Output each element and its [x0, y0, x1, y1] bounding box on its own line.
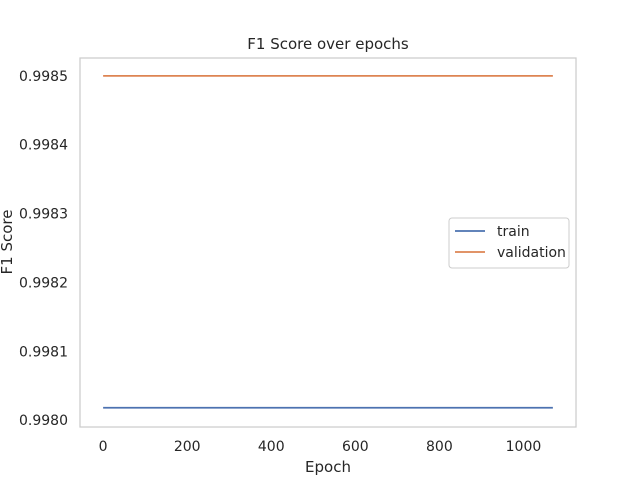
- plot-lines: [103, 75, 553, 409]
- y-tick-label: 0.9982: [19, 275, 68, 291]
- legend-label-validation: validation: [497, 245, 566, 261]
- x-tick-label: 600: [342, 439, 369, 455]
- y-axis-label: F1 Score: [0, 210, 16, 275]
- x-tick-label: 0: [99, 439, 108, 455]
- y-tick-label: 0.9985: [19, 69, 68, 85]
- legend: train validation: [448, 217, 570, 269]
- y-tick-label: 0.9980: [19, 413, 68, 429]
- x-axis-label: Epoch: [305, 458, 351, 476]
- x-tick-label: 400: [258, 439, 285, 455]
- x-tick-label: 200: [174, 439, 201, 455]
- y-tick-label: 0.9981: [19, 344, 68, 360]
- x-tick-label: 1000: [506, 439, 542, 455]
- y-tick-label: 0.9984: [19, 138, 68, 154]
- x-axis: 0 200 400 600 800 1000: [99, 439, 542, 455]
- y-tick-label: 0.9983: [19, 207, 68, 223]
- x-tick-label: 800: [426, 439, 453, 455]
- legend-label-train: train: [497, 224, 530, 240]
- y-axis: 0.9980 0.9981 0.9982 0.9983 0.9984 0.9985: [19, 69, 68, 429]
- chart-title: F1 Score over epochs: [247, 35, 409, 53]
